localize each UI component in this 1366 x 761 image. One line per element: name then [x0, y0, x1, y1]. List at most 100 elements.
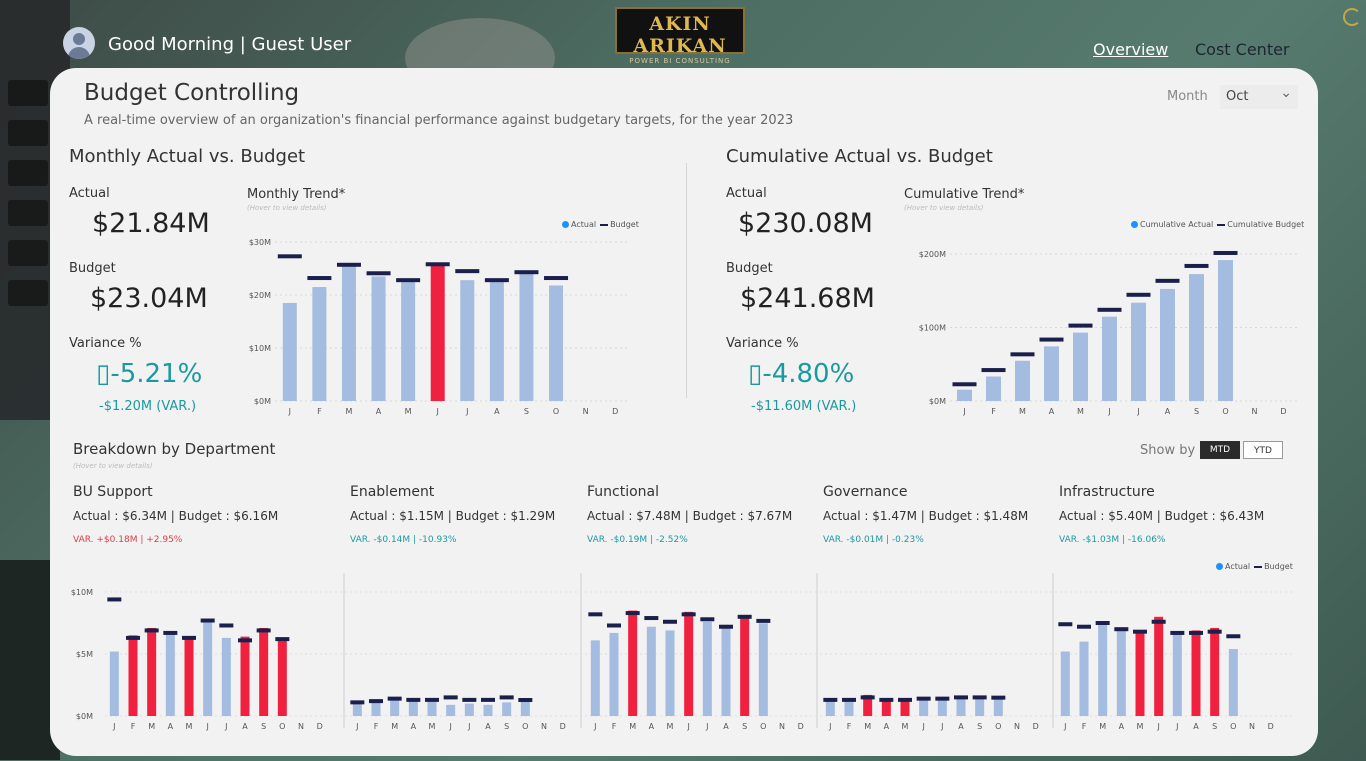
dept-2-budget-marker[interactable]: [700, 617, 715, 622]
cumulative-actual-bar[interactable]: [1102, 316, 1117, 401]
dept-1-actual-bar[interactable]: [446, 704, 456, 716]
dept-1-actual-bar[interactable]: [502, 702, 512, 716]
dept-2-budget-marker[interactable]: [737, 614, 752, 619]
dept-0-budget-marker[interactable]: [126, 635, 140, 640]
dept-4-actual-bar[interactable]: [1098, 624, 1108, 716]
dept-2-budget-marker[interactable]: [663, 619, 677, 624]
dept-4-actual-bar[interactable]: [1154, 616, 1164, 716]
cumulative-actual-bar[interactable]: [957, 389, 972, 401]
dept-4-budget-marker[interactable]: [1095, 621, 1110, 625]
dept-4-budget-marker[interactable]: [1226, 634, 1241, 639]
dept-3-actual-bar[interactable]: [881, 698, 891, 716]
dept-3-budget-marker[interactable]: [860, 695, 875, 700]
dept-2-actual-bar[interactable]: [609, 632, 619, 716]
dept-4-actual-bar[interactable]: [1116, 629, 1126, 716]
monthly-actual-bar[interactable]: [371, 276, 386, 401]
dept-1-budget-marker[interactable]: [350, 700, 365, 705]
dept-1-actual-bar[interactable]: [352, 702, 362, 716]
dept-2-actual-bar[interactable]: [665, 630, 675, 716]
monthly-budget-marker[interactable]: [544, 276, 569, 281]
dept-3-budget-marker[interactable]: [972, 695, 987, 700]
monthly-actual-bar[interactable]: [312, 287, 327, 401]
cumulative-actual-bar[interactable]: [1073, 332, 1088, 401]
monthly-budget-marker[interactable]: [307, 276, 332, 281]
dept-4-actual-bar[interactable]: [1135, 630, 1145, 716]
cumulative-actual-bar[interactable]: [1189, 274, 1204, 401]
dept-3-budget-marker[interactable]: [898, 697, 912, 702]
dept-0-budget-marker[interactable]: [163, 630, 178, 635]
dept-3-actual-bar[interactable]: [993, 697, 1003, 716]
dept-3-actual-bar[interactable]: [975, 698, 985, 716]
dept-4-actual-bar[interactable]: [1172, 634, 1182, 716]
dept-1-budget-marker[interactable]: [499, 695, 514, 700]
cumulative-actual-bar[interactable]: [1044, 346, 1059, 401]
dept-0-budget-marker[interactable]: [200, 618, 215, 623]
dept-4-budget-marker[interactable]: [1114, 627, 1129, 632]
dept-0-actual-bar[interactable]: [221, 637, 231, 716]
dept-4-actual-bar[interactable]: [1079, 641, 1089, 716]
dept-1-budget-marker[interactable]: [518, 698, 533, 703]
dept-0-actual-bar[interactable]: [277, 637, 287, 716]
dept-3-actual-bar[interactable]: [825, 701, 835, 716]
monthly-trend-chart[interactable]: $0M $10M $20M $30M J F M A M J J A S O N D: [230, 228, 650, 418]
dept-2-actual-bar[interactable]: [702, 621, 712, 716]
monthly-budget-marker[interactable]: [366, 271, 391, 276]
dept-3-actual-bar[interactable]: [919, 699, 929, 716]
cumulative-budget-marker[interactable]: [1184, 263, 1209, 268]
dept-1-budget-marker[interactable]: [443, 695, 458, 700]
user-avatar[interactable]: [63, 27, 95, 59]
dept-4-budget-marker[interactable]: [1058, 622, 1073, 627]
dept-4-actual-bar[interactable]: [1228, 649, 1238, 716]
dept-0-budget-marker[interactable]: [219, 623, 234, 628]
monthly-actual-bar[interactable]: [519, 272, 534, 401]
dept-2-budget-marker[interactable]: [588, 612, 603, 617]
dept-4-budget-marker[interactable]: [1151, 619, 1166, 624]
dept-3-budget-marker[interactable]: [842, 697, 856, 702]
nav-cost-center[interactable]: Cost Center: [1195, 40, 1290, 59]
dept-2-budget-marker[interactable]: [719, 624, 733, 629]
dept-2-budget-marker[interactable]: [681, 612, 696, 617]
dept-1-budget-marker[interactable]: [387, 696, 402, 701]
dept-3-actual-bar[interactable]: [900, 698, 910, 716]
monthly-actual-bar[interactable]: [430, 263, 445, 401]
dept-4-budget-marker[interactable]: [1189, 630, 1203, 635]
dept-2-actual-bar[interactable]: [684, 611, 694, 716]
dept-0-actual-bar[interactable]: [259, 627, 269, 716]
dept-3-budget-marker[interactable]: [916, 696, 931, 701]
dept-1-actual-bar[interactable]: [427, 701, 437, 716]
monthly-budget-marker[interactable]: [277, 254, 302, 259]
dept-0-actual-bar[interactable]: [240, 636, 250, 716]
dept-2-actual-bar[interactable]: [721, 627, 731, 716]
dept-1-actual-bar[interactable]: [464, 703, 474, 716]
monthly-actual-bar[interactable]: [549, 285, 564, 401]
dept-4-actual-bar[interactable]: [1191, 630, 1201, 716]
cumulative-budget-marker[interactable]: [1213, 250, 1238, 255]
cumulative-budget-marker[interactable]: [1010, 352, 1035, 357]
toggle-mtd[interactable]: MTD: [1200, 441, 1240, 459]
month-dropdown[interactable]: Oct ⌄: [1220, 85, 1298, 109]
cumulative-actual-bar[interactable]: [1131, 302, 1146, 401]
dept-0-budget-marker[interactable]: [144, 628, 159, 633]
cumulative-budget-marker[interactable]: [1155, 278, 1180, 283]
cumulative-budget-marker[interactable]: [1039, 337, 1064, 342]
dept-0-budget-marker[interactable]: [238, 638, 252, 643]
monthly-budget-marker[interactable]: [484, 278, 509, 283]
dept-0-budget-marker[interactable]: [182, 635, 196, 640]
monthly-actual-bar[interactable]: [341, 264, 356, 401]
cumulative-actual-bar[interactable]: [1160, 288, 1175, 401]
cumulative-budget-marker[interactable]: [1126, 292, 1151, 297]
monthly-budget-marker[interactable]: [396, 278, 421, 283]
cumulative-budget-marker[interactable]: [1097, 307, 1122, 312]
dept-2-actual-bar[interactable]: [740, 615, 750, 716]
cumulative-actual-bar[interactable]: [1015, 360, 1030, 401]
dept-0-actual-bar[interactable]: [203, 620, 213, 716]
dept-0-actual-bar[interactable]: [147, 627, 157, 716]
toggle-ytd[interactable]: YTD: [1243, 441, 1283, 459]
dept-3-budget-marker[interactable]: [935, 696, 950, 701]
dept-1-actual-bar[interactable]: [371, 702, 381, 716]
dept-3-actual-bar[interactable]: [956, 698, 966, 716]
dept-1-actual-bar[interactable]: [520, 701, 530, 716]
monthly-actual-bar[interactable]: [460, 280, 475, 401]
dept-1-actual-bar[interactable]: [483, 704, 493, 716]
cumulative-trend-chart[interactable]: $0M $100M $200M J F M A M J J A S O N D: [890, 228, 1300, 418]
